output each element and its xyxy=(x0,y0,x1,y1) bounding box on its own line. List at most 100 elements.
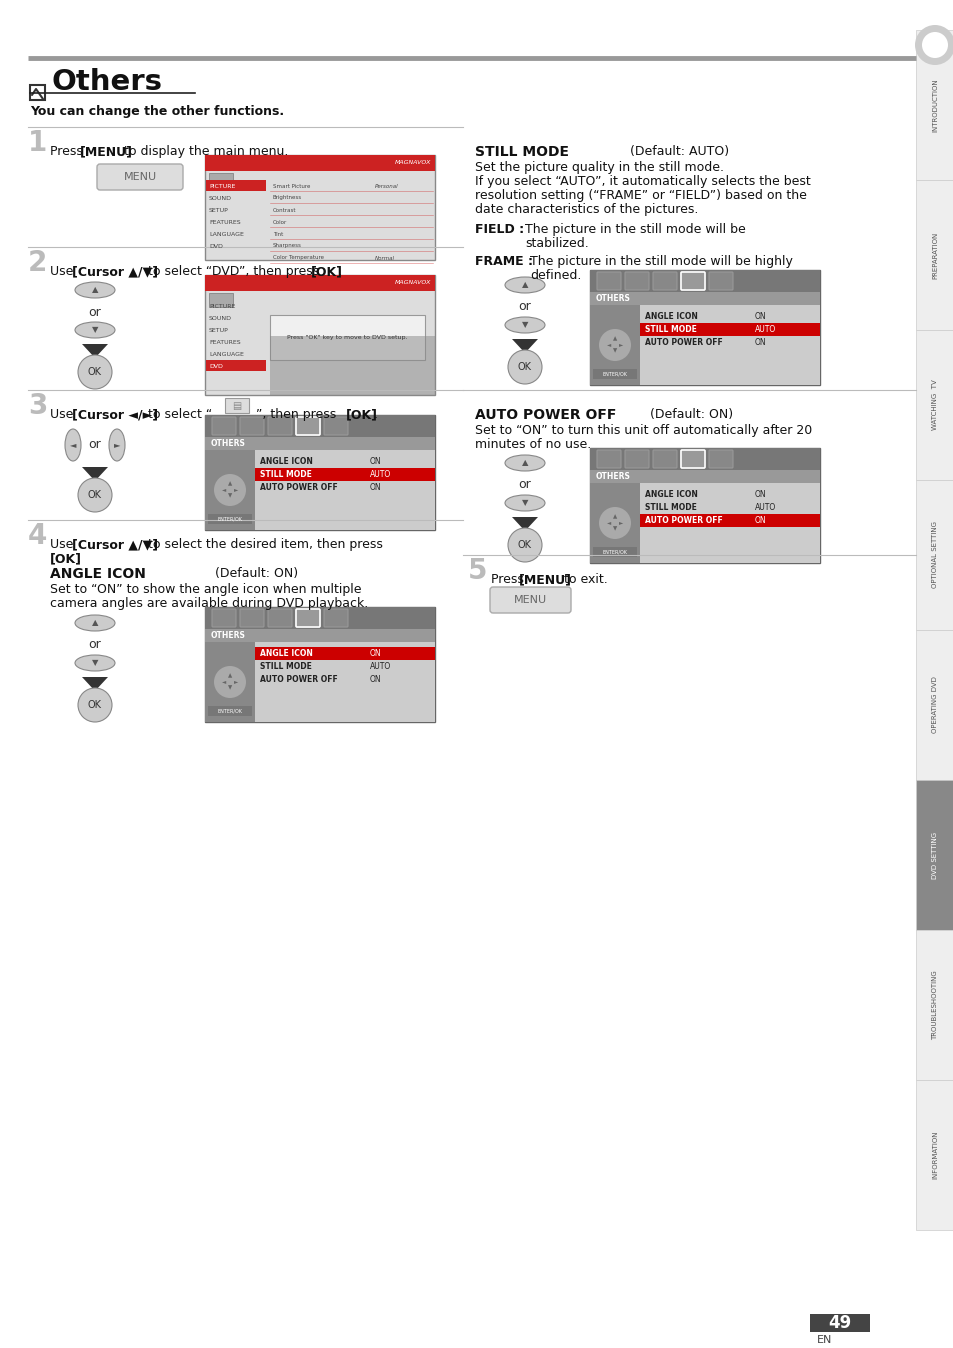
Text: MAGNAVOX: MAGNAVOX xyxy=(395,280,431,286)
Text: ◄: ◄ xyxy=(70,441,76,449)
Text: 2: 2 xyxy=(28,249,48,276)
Bar xyxy=(589,448,820,563)
Text: Use: Use xyxy=(50,266,77,278)
Text: INTRODUCTION: INTRODUCTION xyxy=(931,78,937,132)
Text: ▲: ▲ xyxy=(612,515,617,519)
Bar xyxy=(205,415,435,530)
Polygon shape xyxy=(82,677,108,692)
Text: Set to “ON” to show the angle icon when multiple: Set to “ON” to show the angle icon when … xyxy=(50,582,361,596)
Text: ANGLE ICON: ANGLE ICON xyxy=(260,648,313,658)
FancyBboxPatch shape xyxy=(624,450,648,468)
Bar xyxy=(209,293,233,307)
FancyBboxPatch shape xyxy=(295,417,319,435)
Text: .: . xyxy=(337,266,341,278)
Text: FEATURES: FEATURES xyxy=(209,340,240,345)
FancyBboxPatch shape xyxy=(268,609,292,627)
Text: SETUP: SETUP xyxy=(209,208,229,213)
Bar xyxy=(205,155,435,260)
Bar xyxy=(639,483,820,563)
FancyBboxPatch shape xyxy=(597,272,620,290)
Bar xyxy=(270,336,435,395)
Text: STILL MODE: STILL MODE xyxy=(644,503,696,512)
Text: ▤: ▤ xyxy=(233,400,241,411)
Bar xyxy=(915,630,953,780)
Text: Normal: Normal xyxy=(375,256,395,260)
Text: ▲: ▲ xyxy=(521,280,528,290)
Text: ▼: ▼ xyxy=(521,499,528,507)
Ellipse shape xyxy=(504,495,544,511)
Text: FIELD :: FIELD : xyxy=(475,222,523,236)
Text: You can change the other functions.: You can change the other functions. xyxy=(30,105,284,119)
Text: Press: Press xyxy=(491,573,527,586)
Bar xyxy=(915,480,953,630)
Text: OPERATING DVD: OPERATING DVD xyxy=(931,677,937,733)
Text: Sharpness: Sharpness xyxy=(273,244,301,248)
Text: ◄: ◄ xyxy=(606,520,611,526)
Text: MAGNAVOX: MAGNAVOX xyxy=(395,160,431,166)
Circle shape xyxy=(507,350,541,384)
Text: ON: ON xyxy=(754,516,766,524)
Text: or: or xyxy=(89,306,101,318)
Ellipse shape xyxy=(109,429,125,461)
FancyBboxPatch shape xyxy=(268,417,292,435)
Text: to display the main menu.: to display the main menu. xyxy=(120,146,288,158)
Text: ▲: ▲ xyxy=(228,674,232,678)
Text: 1: 1 xyxy=(28,129,48,156)
Bar xyxy=(639,324,820,336)
Text: AUTO POWER OFF: AUTO POWER OFF xyxy=(260,483,337,492)
Text: AUTO: AUTO xyxy=(370,470,391,479)
FancyBboxPatch shape xyxy=(295,609,319,627)
Text: ▼: ▼ xyxy=(612,349,617,353)
Ellipse shape xyxy=(504,456,544,470)
Text: MENU: MENU xyxy=(513,594,546,605)
Text: [MENU]: [MENU] xyxy=(518,573,572,586)
Text: INFORMATION: INFORMATION xyxy=(931,1131,937,1180)
Circle shape xyxy=(914,26,953,65)
Text: ▼: ▼ xyxy=(521,321,528,329)
Text: AUTO: AUTO xyxy=(370,662,391,671)
Text: Set to “ON” to turn this unit off automatically after 20: Set to “ON” to turn this unit off automa… xyxy=(475,425,811,437)
Text: PICTURE: PICTURE xyxy=(209,183,235,189)
FancyBboxPatch shape xyxy=(680,272,704,290)
Text: ▲: ▲ xyxy=(521,458,528,468)
Text: DVD SETTING: DVD SETTING xyxy=(931,832,937,879)
Bar xyxy=(589,483,639,563)
Text: DVD: DVD xyxy=(209,244,223,248)
Circle shape xyxy=(213,666,246,698)
Bar xyxy=(915,181,953,330)
Text: (Default: ON): (Default: ON) xyxy=(214,568,297,580)
Text: ANGLE ICON: ANGLE ICON xyxy=(50,568,146,581)
Text: 5: 5 xyxy=(468,557,487,585)
Bar xyxy=(205,415,435,437)
FancyBboxPatch shape xyxy=(212,417,235,435)
FancyBboxPatch shape xyxy=(295,609,319,627)
Text: TROUBLESHOOTING: TROUBLESHOOTING xyxy=(931,971,937,1039)
Text: Press "OK" key to move to DVD setup.: Press "OK" key to move to DVD setup. xyxy=(287,336,407,340)
Text: ON: ON xyxy=(370,648,381,658)
Text: or: or xyxy=(89,438,101,452)
Text: Tint: Tint xyxy=(273,232,283,236)
Text: EN: EN xyxy=(817,1335,832,1345)
Text: STILL MODE: STILL MODE xyxy=(260,662,312,671)
Bar xyxy=(206,181,266,191)
Text: AUTO: AUTO xyxy=(754,503,776,512)
Bar xyxy=(915,930,953,1080)
Text: 49: 49 xyxy=(827,1314,851,1332)
Text: ►: ► xyxy=(233,679,238,685)
Bar xyxy=(205,437,435,450)
Text: ►: ► xyxy=(618,520,622,526)
Bar xyxy=(589,293,820,305)
Text: STILL MODE: STILL MODE xyxy=(644,325,696,334)
Text: ENTER/OK: ENTER/OK xyxy=(217,516,242,522)
Text: [OK]: [OK] xyxy=(346,408,377,421)
Text: ▲: ▲ xyxy=(228,481,232,487)
Text: Brightness: Brightness xyxy=(273,195,302,201)
Bar xyxy=(589,270,820,386)
Ellipse shape xyxy=(75,655,115,671)
FancyBboxPatch shape xyxy=(97,164,183,190)
Text: OK: OK xyxy=(517,363,532,372)
Text: ◄: ◄ xyxy=(222,488,226,492)
Text: or: or xyxy=(518,301,531,314)
Bar xyxy=(589,270,820,293)
Text: OK: OK xyxy=(88,700,102,710)
